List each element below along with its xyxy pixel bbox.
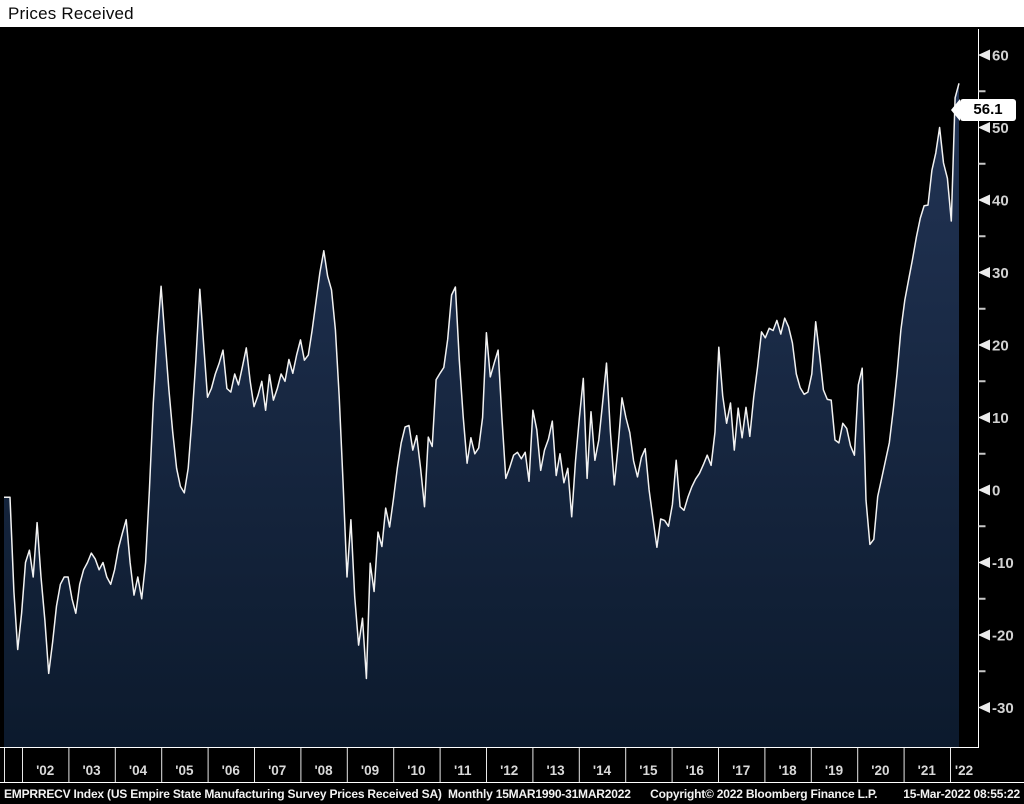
- y-tick-label-0: 0: [992, 483, 1000, 500]
- year-label-17: '17: [732, 763, 750, 778]
- y-tick-label-10: 10: [992, 410, 1009, 427]
- year-label-22: '22: [955, 763, 973, 778]
- y-tick-label-30: 30: [992, 265, 1009, 282]
- y-minor-tick: [978, 452, 986, 455]
- y-tick-label--10: -10: [992, 555, 1014, 572]
- y-tick-arrow-icon: [978, 484, 990, 496]
- year-label-15: '15: [639, 763, 658, 778]
- year-label-03: '03: [82, 763, 101, 778]
- year-label-02: '02: [36, 763, 54, 778]
- y-axis-ticks: 60 50 40 30 20 10 0 -10 -20 -30: [978, 48, 1014, 717]
- y-tick-label-60: 60: [992, 48, 1009, 65]
- year-label-09: '09: [361, 763, 379, 778]
- y-minor-tick: [978, 597, 986, 600]
- year-label-04: '04: [129, 763, 148, 778]
- y-minor-tick: [978, 525, 986, 528]
- y-tick-arrow-icon: [978, 412, 990, 423]
- year-label-16: '16: [686, 763, 705, 778]
- chart-title-bar: Prices Received: [0, 0, 1024, 27]
- y-tick-label-20: 20: [992, 338, 1009, 355]
- last-value-tag: 56.1: [951, 99, 1016, 121]
- y-minor-tick: [978, 380, 986, 383]
- y-minor-tick: [978, 90, 986, 93]
- y-tick-arrow-icon: [978, 339, 990, 351]
- year-label-08: '08: [314, 763, 333, 778]
- y-tick-arrow-icon: [978, 122, 990, 133]
- y-tick-arrow-icon: [978, 49, 990, 61]
- chart-footer: EMPRRECV Index (US Empire State Manufact…: [0, 784, 1024, 804]
- y-tick-arrow-icon: [978, 557, 990, 568]
- y-minor-tick: [978, 162, 986, 165]
- price-line: [4, 83, 960, 680]
- year-label-21: '21: [918, 763, 937, 778]
- last-value-text: 56.1: [973, 101, 1003, 118]
- year-label-18: '18: [778, 763, 797, 778]
- year-label-06: '06: [222, 763, 241, 778]
- page-title: Prices Received: [8, 3, 134, 23]
- year-label-20: '20: [871, 763, 889, 778]
- footer-datetime: 15-Mar-2022 08:55:22: [903, 787, 1020, 801]
- year-label-07: '07: [268, 763, 286, 778]
- year-label-13: '13: [546, 763, 565, 778]
- year-label-14: '14: [593, 763, 612, 778]
- footer-copyright: Copyright© 2022 Bloomberg Finance L.P.: [650, 787, 878, 801]
- year-label-11: '11: [454, 763, 472, 778]
- year-label-12: '12: [500, 763, 518, 778]
- year-label-10: '10: [407, 763, 425, 778]
- y-tick-label--30: -30: [992, 700, 1014, 717]
- y-minor-tick: [978, 235, 986, 238]
- y-tick-arrow-icon: [978, 194, 990, 206]
- y-tick-arrow-icon: [978, 629, 990, 641]
- y-tick-label-40: 40: [992, 193, 1009, 210]
- x-axis-year-band: '02 '03 '04 '05 '06 '07 '08 '09 '10 '11 '12 '13 '14 '…: [4, 748, 973, 782]
- price-chart-svg: 60 50 40 30 20 10 0 -10 -20 -30 '02 '03 '04 '05 '06 '07…: [0, 29, 1024, 783]
- y-minor-tick: [978, 670, 986, 673]
- area-fill: [4, 83, 959, 748]
- y-tick-label-50: 50: [992, 120, 1009, 137]
- y-tick-arrow-icon: [978, 267, 990, 278]
- year-label-19: '19: [825, 763, 843, 778]
- y-tick-label--20: -20: [992, 628, 1014, 645]
- chart-plot-area[interactable]: 60 50 40 30 20 10 0 -10 -20 -30 '02 '03 '04 '05 '06 '07…: [0, 27, 1024, 784]
- y-minor-tick: [978, 307, 986, 310]
- year-label-05: '05: [175, 763, 194, 778]
- y-tick-arrow-icon: [978, 702, 990, 713]
- footer-series-info: EMPRRECV Index (US Empire State Manufact…: [4, 787, 631, 801]
